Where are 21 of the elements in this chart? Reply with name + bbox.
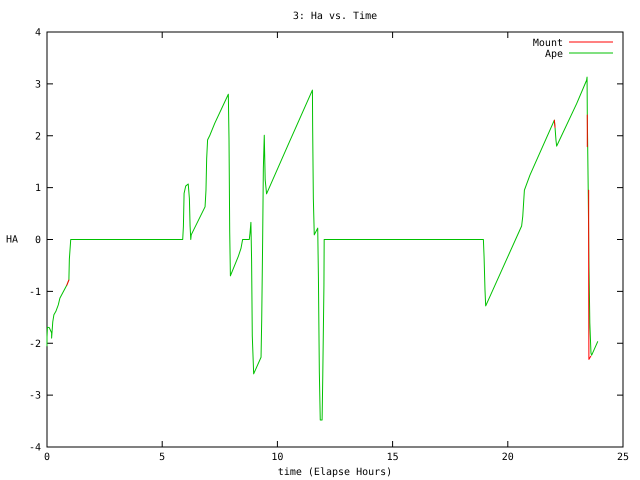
y-tick-label: 2 <box>34 131 41 142</box>
y-tick-label: 0 <box>34 235 41 246</box>
y-tick-label: -4 <box>28 442 41 454</box>
chart-title: 3: Ha vs. Time <box>292 11 378 22</box>
y-tick-label: -1 <box>28 286 41 298</box>
x-tick-label: 10 <box>271 452 284 463</box>
x-tick-label: 5 <box>159 452 166 463</box>
y-tick-label: 3 <box>34 79 41 90</box>
legend-label: Mount <box>532 38 563 49</box>
x-tick-label: 20 <box>502 452 514 463</box>
x-tick-label: 15 <box>386 452 399 463</box>
legend-label: Ape <box>544 49 563 60</box>
x-tick-label: 25 <box>616 452 630 463</box>
y-axis-title: HA <box>6 234 18 246</box>
y-tick-label: 4 <box>34 28 41 38</box>
x-tick-label: 0 <box>44 452 50 463</box>
y-tick-label: -3 <box>28 390 41 402</box>
y-tick-label: 1 <box>34 183 41 194</box>
line-series <box>46 76 598 421</box>
x-axis-title: time (Elapse Hours) <box>278 467 392 478</box>
y-tick-label: -2 <box>28 338 41 350</box>
